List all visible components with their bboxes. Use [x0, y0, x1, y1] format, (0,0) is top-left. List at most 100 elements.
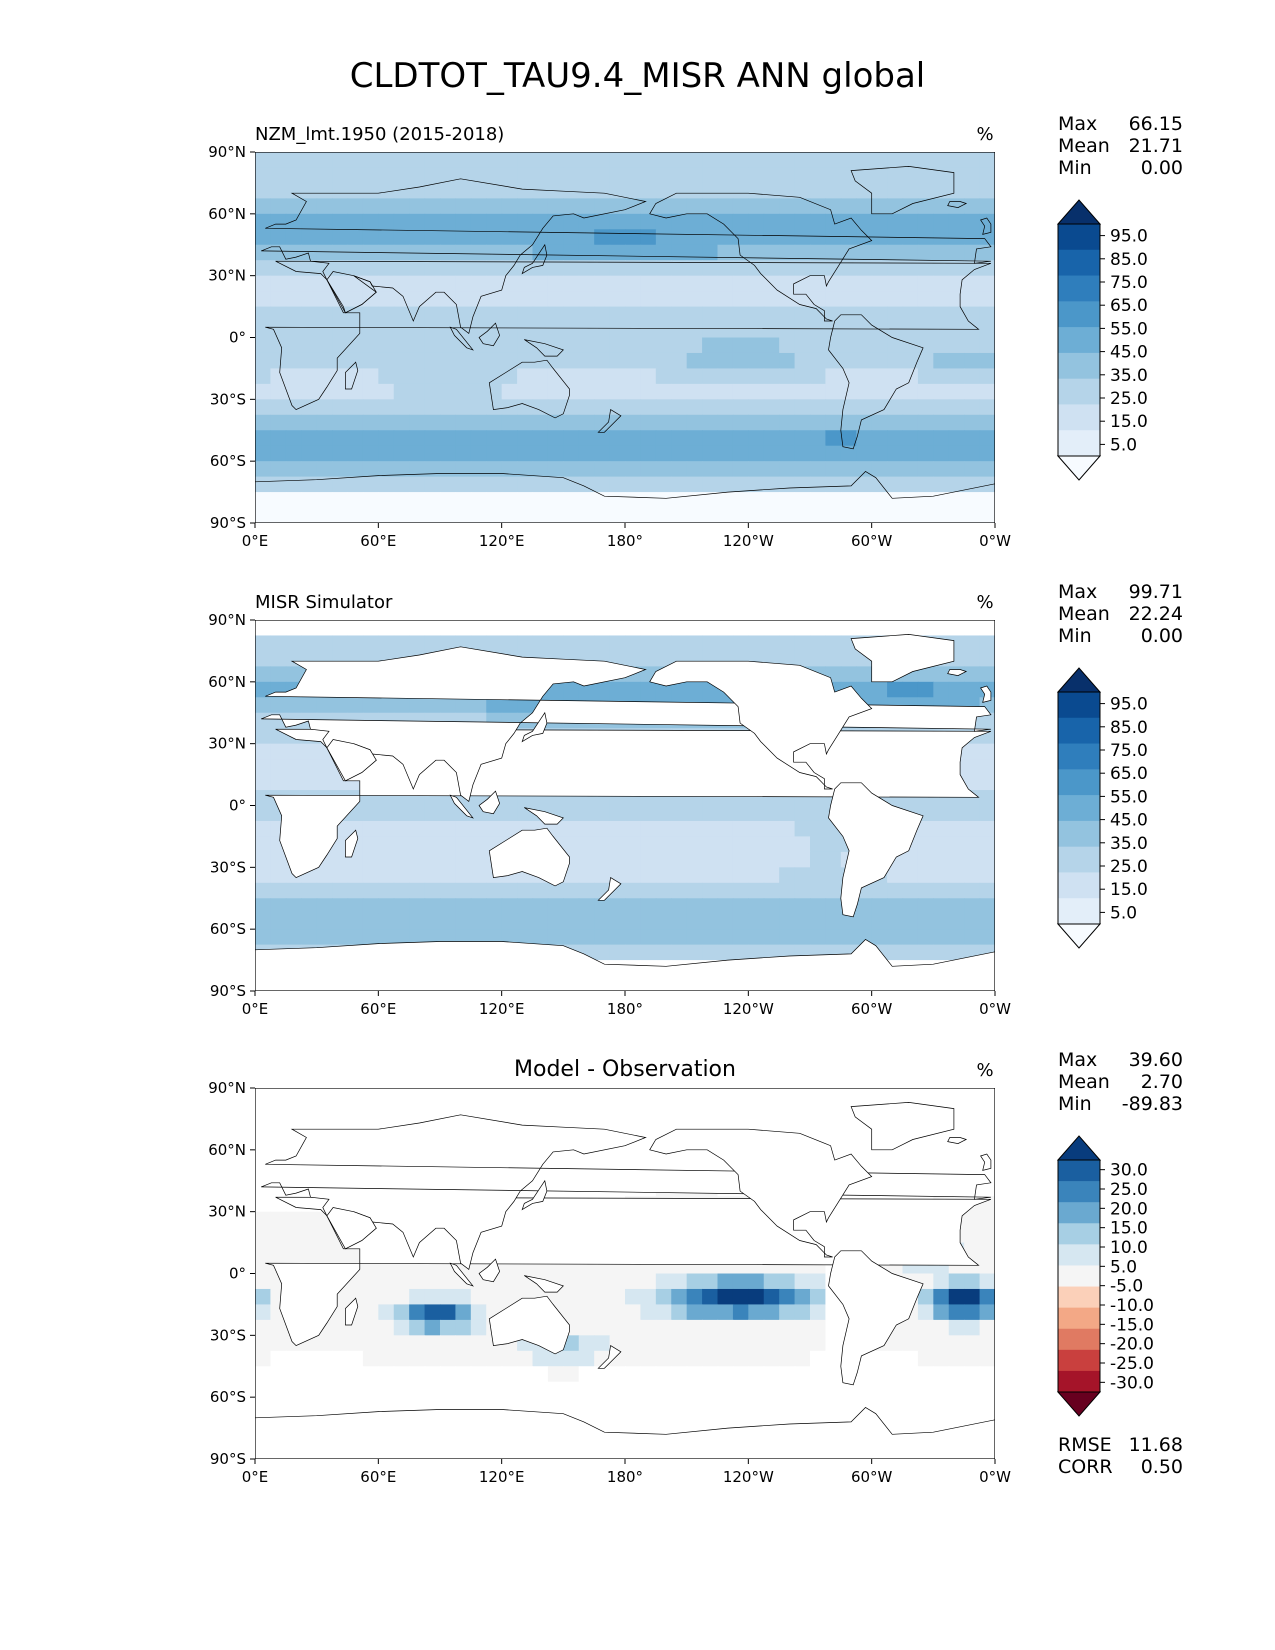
heatmap-cell	[270, 461, 287, 478]
heatmap-cell	[378, 820, 395, 838]
heatmap-cell	[902, 152, 919, 169]
heatmap-cell	[470, 152, 487, 169]
heatmap-cell	[686, 867, 703, 884]
heatmap-cell	[332, 1350, 349, 1367]
heatmap-cell	[393, 368, 410, 385]
heatmap-cell	[270, 1118, 287, 1135]
panel-test: NZM_lmt.1950 (2015-2018) %0°E 60°E 120°E 180…	[208, 113, 1183, 550]
heatmap-cell	[470, 1350, 487, 1367]
heatmap-cell	[902, 851, 919, 868]
heatmap-cell	[547, 820, 564, 838]
coastline-eurasia	[261, 178, 992, 334]
coastline-samerica	[828, 314, 924, 450]
coastline-greenland	[850, 166, 955, 215]
heatmap-cell	[655, 306, 672, 323]
heatmap-cell	[702, 1319, 719, 1336]
heatmap-cell	[686, 851, 703, 868]
heatmap-cell	[578, 430, 595, 447]
heatmap-cell	[532, 1381, 549, 1398]
heatmap-cell	[810, 383, 827, 400]
heatmap-cell	[517, 635, 534, 652]
colorbar-tick-label: 65.0	[1110, 764, 1148, 784]
heatmap-cell	[810, 867, 827, 884]
heatmap-cell	[470, 1366, 487, 1383]
heatmap-cell	[810, 461, 827, 478]
heatmap-cell	[440, 306, 457, 323]
heatmap-cell	[285, 198, 302, 215]
heatmap-cell	[732, 1103, 749, 1120]
coastline-namerica	[649, 192, 873, 322]
x-tick-label: 180°	[607, 532, 643, 550]
heatmap-cell	[501, 182, 518, 199]
heatmap-cell	[671, 476, 688, 493]
heatmap-cell	[270, 182, 287, 199]
heatmap-cell	[702, 399, 719, 416]
heatmap-cell	[455, 229, 472, 246]
heatmap-cell	[332, 383, 349, 400]
heatmap-cell	[301, 507, 318, 523]
heatmap-cell	[409, 229, 426, 246]
heatmap-cell	[655, 898, 672, 915]
stat-value: 21.71	[1129, 135, 1183, 157]
colorbar-tick-label: 5.0	[1110, 1257, 1137, 1277]
heatmap-cell	[393, 492, 410, 509]
heatmap-cell	[964, 476, 981, 493]
heatmap-cell	[964, 1242, 981, 1259]
heatmap-cell	[578, 291, 595, 308]
heatmap-cell	[732, 445, 749, 462]
heatmap-cell	[532, 882, 549, 899]
heatmap-cell	[655, 851, 672, 868]
heatmap-cell	[501, 1165, 518, 1182]
colorbar-frame	[1057, 1159, 1101, 1393]
heatmap-cell	[655, 944, 672, 961]
heatmap-cell	[270, 1088, 287, 1105]
heatmap-cell	[440, 1381, 457, 1398]
heatmap-cell	[933, 836, 950, 853]
heatmap-cell	[470, 322, 487, 339]
y-tick-label: 0°	[229, 329, 246, 347]
heatmap-cell	[810, 1088, 827, 1105]
heatmap-cell	[255, 1304, 272, 1321]
colorbar-bin	[1058, 1181, 1100, 1203]
heatmap-cell	[779, 650, 796, 667]
heatmap-cell	[825, 1304, 842, 1321]
heatmap-cell	[378, 929, 395, 946]
heatmap-cell	[424, 1088, 441, 1105]
heatmap-cell	[285, 1211, 302, 1228]
heatmap-cell	[856, 898, 873, 915]
heatmap-cell	[779, 635, 796, 652]
heatmap-cell	[917, 182, 934, 199]
heatmap-cell	[917, 1149, 934, 1166]
x-tick-label: 180°	[607, 1468, 643, 1486]
heatmap-cell	[517, 368, 534, 385]
heatmap-cell	[625, 507, 642, 523]
heatmap-cell	[316, 368, 333, 385]
heatmap-cell	[763, 1273, 780, 1290]
heatmap-cell	[933, 1335, 950, 1352]
heatmap-cell	[517, 1397, 534, 1414]
heatmap-cell	[979, 620, 995, 637]
heatmap-cell	[486, 1165, 503, 1182]
heatmap-cell	[378, 445, 395, 462]
heatmap-cell	[748, 1350, 765, 1367]
heatmap-cell	[825, 1319, 842, 1336]
heatmap-cell	[563, 929, 580, 946]
heatmap-cell	[794, 1304, 811, 1321]
heatmap-cell	[671, 620, 688, 637]
colorbar-bin	[1058, 249, 1100, 276]
colorbar-tick-label: -20.0	[1110, 1335, 1154, 1355]
heatmap-cell	[763, 275, 780, 292]
heatmap-cell	[964, 1118, 981, 1135]
heatmap-cell	[594, 1319, 611, 1336]
coastline-greenland	[850, 634, 955, 683]
heatmap-cell	[517, 492, 534, 509]
heatmap-cell	[671, 1335, 688, 1352]
heatmap-cell	[470, 383, 487, 400]
heatmap-cell	[378, 836, 395, 853]
heatmap-cell	[332, 152, 349, 169]
heatmap-cell	[840, 352, 857, 370]
heatmap-cell	[825, 1366, 842, 1383]
heatmap-cell	[285, 1227, 302, 1244]
heatmap-cell	[362, 1088, 379, 1105]
